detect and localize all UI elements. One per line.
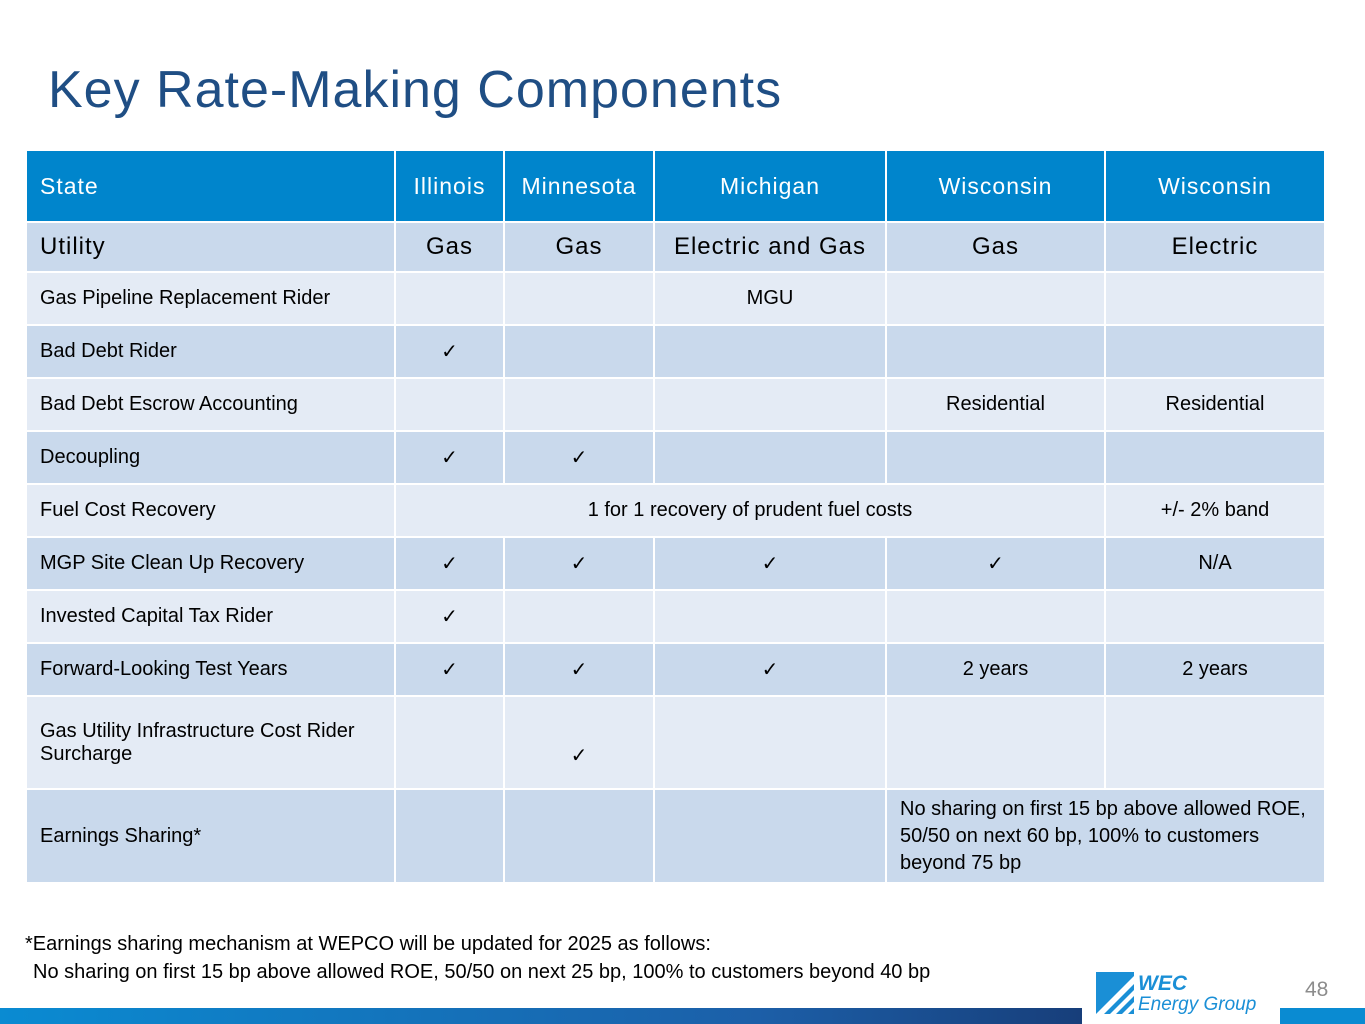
header-row: State Illinois Minnesota Michigan Wisconsin W… xyxy=(25,149,1326,223)
table-cell: Forward-Looking Test Years xyxy=(25,642,396,697)
table-cell: Residential xyxy=(1104,377,1326,432)
table-row: Utility Gas Gas Electric and Gas Gas Electric xyxy=(25,221,1326,273)
table-cell xyxy=(885,324,1106,379)
header-cell: Minnesota xyxy=(503,149,655,223)
header-cell: Wisconsin xyxy=(885,149,1106,223)
table-row: Fuel Cost Recovery 1 for 1 recovery of pr… xyxy=(25,483,1326,538)
table-cell: MGU xyxy=(653,271,887,326)
header-cell: Michigan xyxy=(653,149,887,223)
footer-bar xyxy=(0,1008,1082,1024)
table-cell: 1 for 1 recovery of prudent fuel costs xyxy=(394,483,1106,538)
table-cell: Utility xyxy=(25,221,396,273)
table-cell: ✓ xyxy=(653,642,887,697)
header-cell: Illinois xyxy=(394,149,505,223)
table-cell: Gas xyxy=(394,221,505,273)
logo-text: Energy Group xyxy=(1138,994,1256,1015)
footnote: No sharing on first 15 bp above allowed … xyxy=(33,961,931,983)
table-cell: ✓ xyxy=(394,536,505,591)
table-cell xyxy=(1104,589,1326,644)
table-cell: +/- 2% band xyxy=(1104,483,1326,538)
table-cell xyxy=(653,324,887,379)
table-cell xyxy=(394,271,505,326)
table-cell: Gas xyxy=(885,221,1106,273)
table-cell: ✓ xyxy=(394,589,505,644)
table-cell xyxy=(653,788,887,884)
table-cell xyxy=(885,430,1106,485)
table-cell xyxy=(885,589,1106,644)
table-cell xyxy=(503,271,655,326)
header-cell: State xyxy=(25,149,396,223)
table-cell xyxy=(1104,271,1326,326)
table-cell: Fuel Cost Recovery xyxy=(25,483,396,538)
table-cell: N/A xyxy=(1104,536,1326,591)
table-body: State Illinois Minnesota Michigan Wisconsin W… xyxy=(25,149,1326,884)
footnote: *Earnings sharing mechanism at WEPCO wil… xyxy=(25,933,711,955)
table-cell: ✓ xyxy=(503,695,655,790)
table-cell: ✓ xyxy=(394,642,505,697)
table-cell: Gas Utility Infrastructure Cost Rider Su… xyxy=(25,695,396,790)
table-cell: ✓ xyxy=(885,536,1106,591)
table-row: Forward-Looking Test Years ✓ ✓ ✓ 2 years 2 ye… xyxy=(25,642,1326,697)
rate-table: State Illinois Minnesota Michigan Wisconsin W… xyxy=(25,149,1326,884)
table-cell xyxy=(1104,695,1326,790)
table-cell xyxy=(503,589,655,644)
table-cell: ✓ xyxy=(503,536,655,591)
table-row: Gas Utility Infrastructure Cost Rider Su… xyxy=(25,695,1326,790)
table-cell: Invested Capital Tax Rider xyxy=(25,589,396,644)
table-cell: Gas Pipeline Replacement Rider xyxy=(25,271,396,326)
table-cell xyxy=(394,377,505,432)
table-cell xyxy=(1104,430,1326,485)
table-row: Decoupling ✓ ✓ xyxy=(25,430,1326,485)
table-cell: ✓ xyxy=(653,536,887,591)
table-cell xyxy=(653,695,887,790)
table-cell: Residential xyxy=(885,377,1106,432)
table-row: Bad Debt Escrow Accounting Residential Res… xyxy=(25,377,1326,432)
table-cell xyxy=(653,589,887,644)
logo: WEC Energy Group xyxy=(1096,972,1256,1015)
table-row: MGP Site Clean Up Recovery ✓ ✓ ✓ ✓ N/A xyxy=(25,536,1326,591)
table-cell xyxy=(885,271,1106,326)
table-cell xyxy=(1104,324,1326,379)
table-cell xyxy=(503,324,655,379)
header-cell: Wisconsin xyxy=(1104,149,1326,223)
table-cell: Electric xyxy=(1104,221,1326,273)
page-number: 48 xyxy=(1305,978,1329,1001)
table-cell xyxy=(503,788,655,884)
table-cell: ✓ xyxy=(503,430,655,485)
table-cell: ✓ xyxy=(394,430,505,485)
table-cell: 2 years xyxy=(885,642,1106,697)
table-cell xyxy=(885,695,1106,790)
table-cell xyxy=(653,430,887,485)
table-cell: ✓ xyxy=(394,324,505,379)
table-cell: ✓ xyxy=(503,642,655,697)
table-cell: Electric and Gas xyxy=(653,221,887,273)
table-row: Gas Pipeline Replacement Rider MGU xyxy=(25,271,1326,326)
table-cell: 2 years xyxy=(1104,642,1326,697)
table-cell: Earnings Sharing* xyxy=(25,788,396,884)
table-cell xyxy=(653,377,887,432)
table-cell: Bad Debt Escrow Accounting xyxy=(25,377,396,432)
table-row: Earnings Sharing* No sharing on first 15 … xyxy=(25,788,1326,884)
footer-bar xyxy=(1280,1008,1365,1024)
table-cell: Bad Debt Rider xyxy=(25,324,396,379)
table-cell xyxy=(394,788,505,884)
table-cell: No sharing on first 15 bp above allowed … xyxy=(885,788,1326,884)
table-cell: Decoupling xyxy=(25,430,396,485)
table-cell: MGP Site Clean Up Recovery xyxy=(25,536,396,591)
table-row: Bad Debt Rider ✓ xyxy=(25,324,1326,379)
slide-title: Key Rate-Making Components xyxy=(48,61,783,119)
table-cell: Gas xyxy=(503,221,655,273)
table-cell xyxy=(503,377,655,432)
table-row: Invested Capital Tax Rider ✓ xyxy=(25,589,1326,644)
table-cell xyxy=(394,695,505,790)
logo-text: WEC xyxy=(1138,972,1188,995)
